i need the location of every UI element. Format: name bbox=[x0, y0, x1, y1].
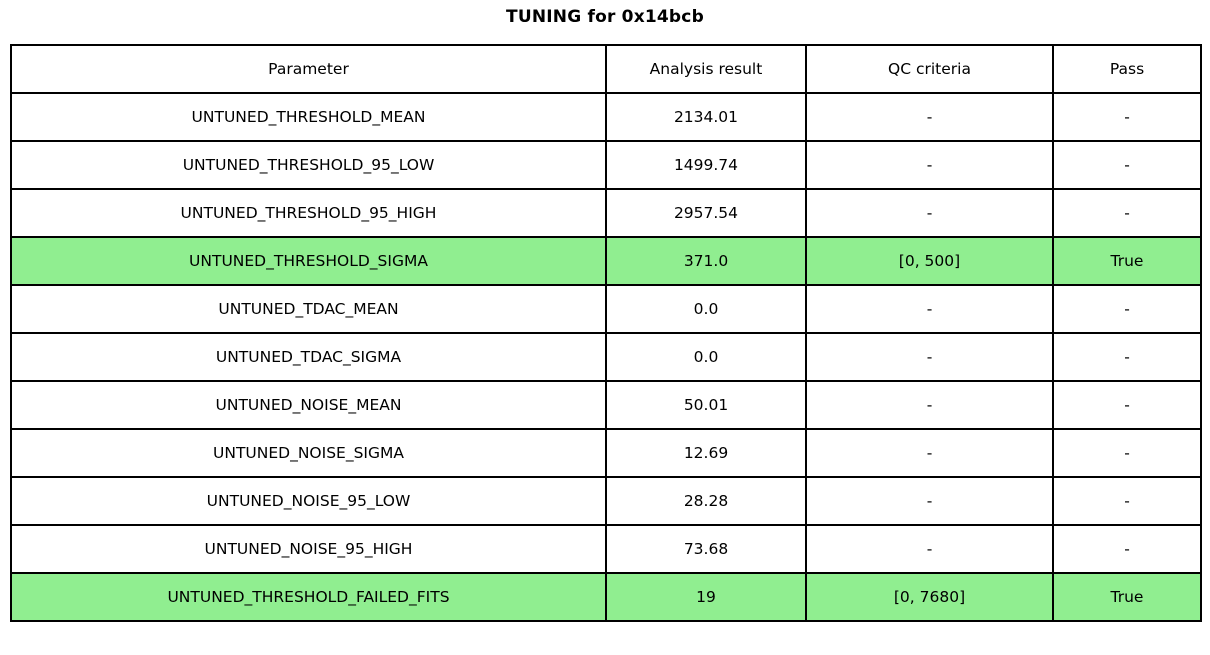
cell-pass: - bbox=[1052, 188, 1202, 238]
table-row: UNTUNED_NOISE_95_HIGH 73.68 - - bbox=[10, 524, 1202, 574]
cell-qc-criteria: [0, 7680] bbox=[805, 572, 1054, 622]
cell-parameter: UNTUNED_NOISE_MEAN bbox=[10, 380, 607, 430]
column-header-pass: Pass bbox=[1052, 44, 1202, 94]
table-row: UNTUNED_THRESHOLD_95_HIGH 2957.54 - - bbox=[10, 188, 1202, 238]
header-row: Parameter Analysis result QC criteria Pa… bbox=[10, 44, 1202, 94]
cell-analysis-result: 0.0 bbox=[605, 284, 807, 334]
cell-pass: True bbox=[1052, 236, 1202, 286]
cell-qc-criteria: - bbox=[805, 380, 1054, 430]
cell-pass: - bbox=[1052, 380, 1202, 430]
cell-pass: - bbox=[1052, 524, 1202, 574]
cell-analysis-result: 0.0 bbox=[605, 332, 807, 382]
cell-qc-criteria: - bbox=[805, 524, 1054, 574]
cell-qc-criteria: - bbox=[805, 140, 1054, 190]
cell-parameter: UNTUNED_TDAC_MEAN bbox=[10, 284, 607, 334]
cell-qc-criteria: - bbox=[805, 284, 1054, 334]
cell-parameter: UNTUNED_THRESHOLD_FAILED_FITS bbox=[10, 572, 607, 622]
tuning-qc-table: Parameter Analysis result QC criteria Pa… bbox=[10, 44, 1202, 622]
cell-pass: - bbox=[1052, 284, 1202, 334]
table-row: UNTUNED_THRESHOLD_MEAN 2134.01 - - bbox=[10, 92, 1202, 142]
cell-analysis-result: 50.01 bbox=[605, 380, 807, 430]
cell-parameter: UNTUNED_THRESHOLD_SIGMA bbox=[10, 236, 607, 286]
cell-parameter: UNTUNED_THRESHOLD_MEAN bbox=[10, 92, 607, 142]
cell-pass: - bbox=[1052, 140, 1202, 190]
cell-analysis-result: 73.68 bbox=[605, 524, 807, 574]
column-header-analysis-result: Analysis result bbox=[605, 44, 807, 94]
table-row: UNTUNED_TDAC_SIGMA 0.0 - - bbox=[10, 332, 1202, 382]
cell-qc-criteria: - bbox=[805, 188, 1054, 238]
cell-analysis-result: 28.28 bbox=[605, 476, 807, 526]
table-row: UNTUNED_TDAC_MEAN 0.0 - - bbox=[10, 284, 1202, 334]
cell-parameter: UNTUNED_THRESHOLD_95_HIGH bbox=[10, 188, 607, 238]
cell-pass: True bbox=[1052, 572, 1202, 622]
cell-pass: - bbox=[1052, 92, 1202, 142]
table-row: UNTUNED_NOISE_95_LOW 28.28 - - bbox=[10, 476, 1202, 526]
column-header-parameter: Parameter bbox=[10, 44, 607, 94]
cell-parameter: UNTUNED_NOISE_95_LOW bbox=[10, 476, 607, 526]
cell-analysis-result: 19 bbox=[605, 572, 807, 622]
table-row: UNTUNED_THRESHOLD_SIGMA 371.0 [0, 500] T… bbox=[10, 236, 1202, 286]
cell-analysis-result: 371.0 bbox=[605, 236, 807, 286]
cell-analysis-result: 2957.54 bbox=[605, 188, 807, 238]
cell-pass: - bbox=[1052, 428, 1202, 478]
column-header-qc-criteria: QC criteria bbox=[805, 44, 1054, 94]
table-row: UNTUNED_THRESHOLD_FAILED_FITS 19 [0, 768… bbox=[10, 572, 1202, 622]
cell-qc-criteria: - bbox=[805, 332, 1054, 382]
cell-qc-criteria: - bbox=[805, 92, 1054, 142]
table-row: UNTUNED_THRESHOLD_95_LOW 1499.74 - - bbox=[10, 140, 1202, 190]
table-row: UNTUNED_NOISE_MEAN 50.01 - - bbox=[10, 380, 1202, 430]
cell-parameter: UNTUNED_NOISE_SIGMA bbox=[10, 428, 607, 478]
cell-analysis-result: 12.69 bbox=[605, 428, 807, 478]
cell-qc-criteria: - bbox=[805, 476, 1054, 526]
cell-parameter: UNTUNED_TDAC_SIGMA bbox=[10, 332, 607, 382]
cell-qc-criteria: [0, 500] bbox=[805, 236, 1054, 286]
cell-qc-criteria: - bbox=[805, 428, 1054, 478]
cell-pass: - bbox=[1052, 476, 1202, 526]
table-row: UNTUNED_NOISE_SIGMA 12.69 - - bbox=[10, 428, 1202, 478]
figure-title: TUNING for 0x14bcb bbox=[506, 7, 704, 27]
cell-analysis-result: 1499.74 bbox=[605, 140, 807, 190]
cell-analysis-result: 2134.01 bbox=[605, 92, 807, 142]
cell-pass: - bbox=[1052, 332, 1202, 382]
cell-parameter: UNTUNED_NOISE_95_HIGH bbox=[10, 524, 607, 574]
cell-parameter: UNTUNED_THRESHOLD_95_LOW bbox=[10, 140, 607, 190]
